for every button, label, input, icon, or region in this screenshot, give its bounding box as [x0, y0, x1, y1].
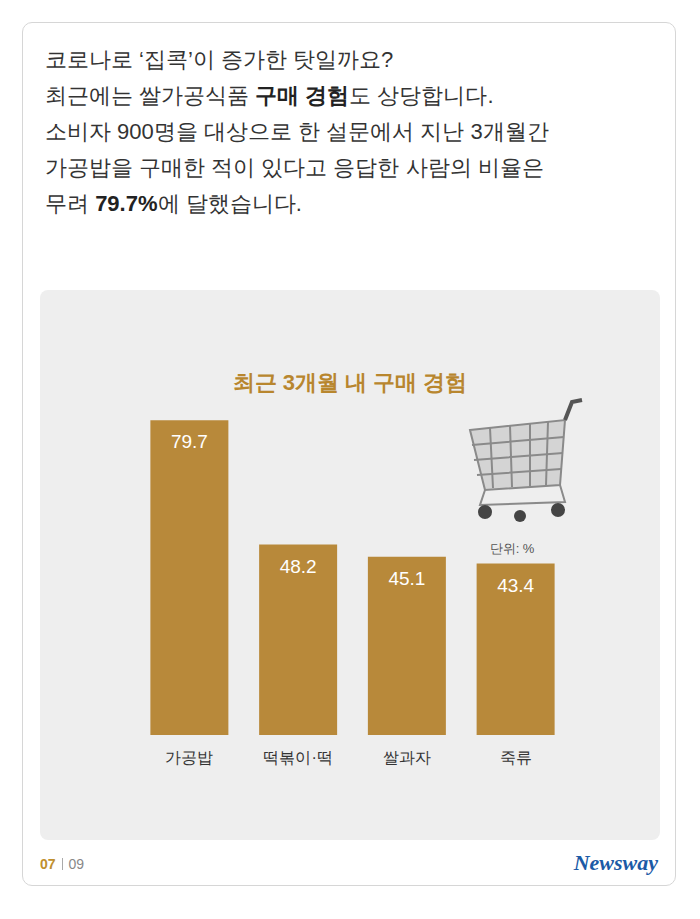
html-text:최근에는 쌀가공식품구매 경험도 상당합니다.: 최근에는 쌀가공식품구매 경험도 상당합니다.	[45, 83, 494, 108]
svg-text:쌀과자: 쌀과자	[383, 749, 431, 766]
svg-text:45.1: 45.1	[388, 568, 425, 589]
html-text:코로나로 ‘집콕’이 증가한 탓일까요?: 코로나로 ‘집콕’이 증가한 탓일까요?	[45, 47, 394, 72]
html-text:가공밥을 구매한 적이 있다고 응답한 사람의 비율은: 가공밥을 구매한 적이 있다고 응답한 사람의 비율은	[45, 155, 544, 180]
svg-text:최근 3개월 내 구매 경험: 최근 3개월 내 구매 경험	[233, 370, 468, 395]
svg-text:가공밥: 가공밥	[165, 749, 213, 766]
html-text:소비자 900명을 대상으로 한 설문에서 지난 3개월간: 소비자 900명을 대상으로 한 설문에서 지난 3개월간	[45, 119, 549, 144]
svg-text:48.2: 48.2	[280, 556, 317, 577]
html-text:07: 07	[40, 856, 56, 872]
svg-text:단위: %: 단위: %	[490, 541, 535, 556]
svg-text:떡볶이·떡: 떡볶이·떡	[263, 749, 332, 766]
svg-text:죽류: 죽류	[500, 749, 532, 766]
svg-text:79.7: 79.7	[171, 431, 208, 452]
html-text:09: 09	[68, 856, 85, 872]
svg-text:43.4: 43.4	[497, 575, 534, 596]
html-text:Newsway: Newsway	[573, 850, 658, 875]
html-text:무려79.7%에 달했습니다.: 무려79.7%에 달했습니다.	[45, 191, 302, 216]
